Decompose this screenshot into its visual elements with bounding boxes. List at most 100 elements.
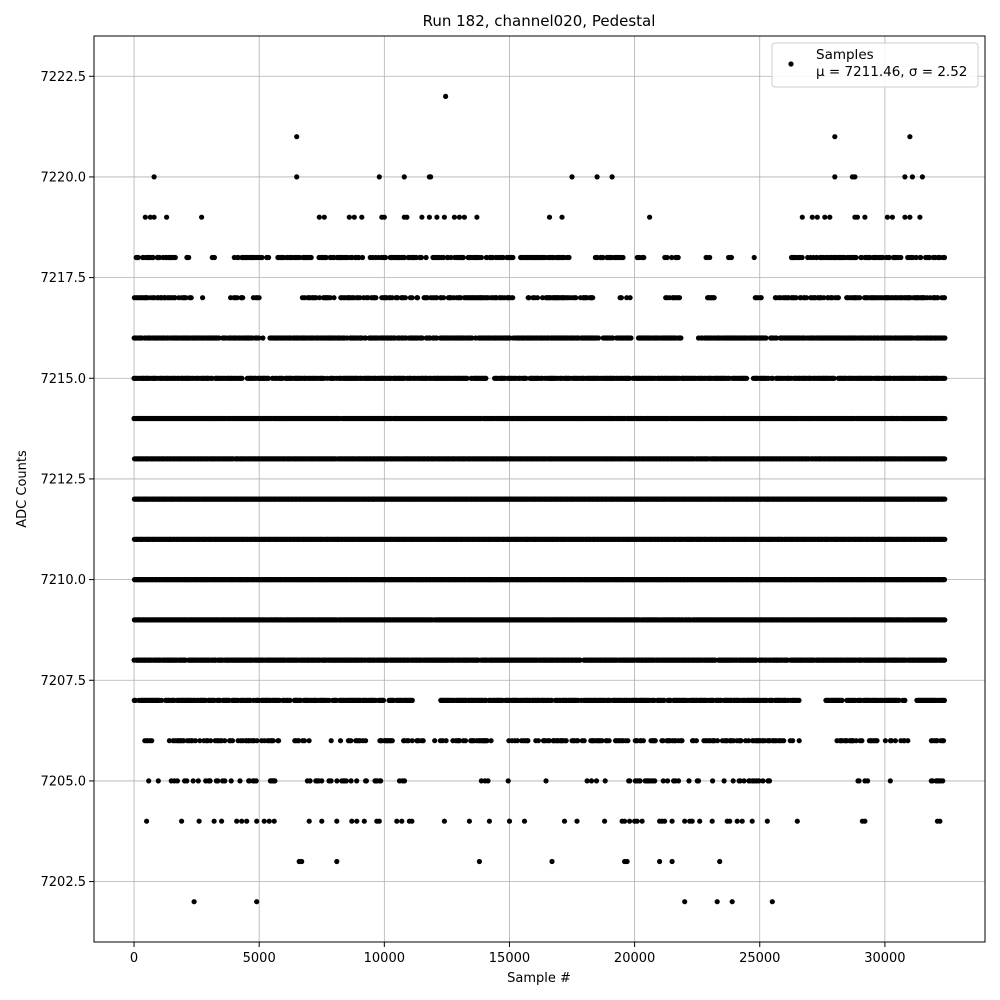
data-point <box>600 254 606 261</box>
data-point <box>609 174 615 180</box>
data-point <box>941 295 948 301</box>
data-point <box>832 134 838 140</box>
data-point <box>164 214 170 220</box>
data-point <box>854 214 861 220</box>
data-point <box>510 295 516 301</box>
data-point <box>234 295 240 301</box>
data-point <box>461 214 467 220</box>
data-point <box>456 214 462 220</box>
data-point <box>534 295 541 301</box>
data-point <box>200 295 206 301</box>
data-point <box>526 295 532 301</box>
data-point <box>359 254 366 261</box>
data-point <box>443 93 449 99</box>
data-point <box>941 254 948 261</box>
data-point <box>669 254 675 261</box>
data-point <box>460 254 466 261</box>
data-point <box>357 295 363 301</box>
data-point <box>590 295 596 301</box>
data-point <box>773 335 780 341</box>
data-point <box>441 295 447 301</box>
data-point <box>942 496 948 502</box>
data-point <box>382 254 389 261</box>
data-point <box>809 214 815 220</box>
data-point <box>919 174 926 180</box>
data-point <box>711 295 717 301</box>
data-point <box>627 295 633 301</box>
data-point <box>316 214 322 220</box>
data-point <box>381 214 387 220</box>
data-point <box>758 295 764 301</box>
data-point <box>902 174 908 180</box>
data-point <box>902 214 908 220</box>
data-point <box>266 254 272 261</box>
data-point <box>142 214 148 220</box>
data-point <box>150 254 156 261</box>
data-point <box>351 214 357 220</box>
data-point <box>793 295 799 301</box>
data-point <box>211 254 217 261</box>
data-point <box>610 335 616 341</box>
data-point <box>918 254 924 261</box>
data-point <box>172 254 178 261</box>
data-point <box>620 254 626 261</box>
data-point <box>917 214 923 220</box>
data-point <box>835 295 842 301</box>
data-point <box>728 254 735 261</box>
data-point <box>664 254 670 261</box>
data-point <box>260 335 266 341</box>
data-point <box>744 375 750 381</box>
data-point <box>827 214 833 220</box>
data-point <box>415 295 421 301</box>
data-point <box>404 214 410 220</box>
data-point <box>346 214 352 220</box>
data-point <box>418 254 424 261</box>
data-point <box>889 214 896 220</box>
data-point <box>147 214 153 220</box>
data-point <box>898 254 904 261</box>
data-point <box>323 254 329 261</box>
data-points <box>131 93 948 905</box>
data-point <box>763 335 769 341</box>
data-point <box>199 214 205 220</box>
data-point <box>409 295 415 301</box>
data-point <box>799 214 805 220</box>
data-point <box>434 214 440 220</box>
data-point <box>172 295 178 301</box>
data-point <box>483 375 489 381</box>
data-point <box>675 254 681 261</box>
data-point <box>373 295 379 301</box>
data-point <box>546 214 553 220</box>
data-point <box>151 214 157 220</box>
data-point <box>186 254 192 261</box>
data-point <box>434 295 440 301</box>
data-point <box>857 295 863 301</box>
data-point <box>628 335 634 341</box>
data-point <box>389 295 395 301</box>
data-point <box>595 335 602 341</box>
data-point <box>259 254 265 261</box>
data-point <box>647 214 653 220</box>
data-point <box>419 214 425 220</box>
data-point <box>907 214 913 220</box>
data-point <box>799 254 805 261</box>
data-point <box>294 134 300 140</box>
data-point <box>942 335 948 341</box>
data-point <box>294 174 300 180</box>
data-point <box>474 214 480 220</box>
data-point <box>676 295 683 301</box>
data-point <box>401 254 407 261</box>
data-point <box>441 214 447 220</box>
data-point <box>832 174 838 180</box>
data-point <box>363 335 369 341</box>
data-point <box>942 456 948 462</box>
data-point <box>308 254 314 261</box>
data-point <box>188 295 194 301</box>
data-point <box>135 254 141 261</box>
data-point <box>821 295 827 301</box>
data-point <box>909 174 916 180</box>
data-point <box>566 254 572 261</box>
data-point <box>641 254 647 261</box>
data-point <box>321 214 327 220</box>
